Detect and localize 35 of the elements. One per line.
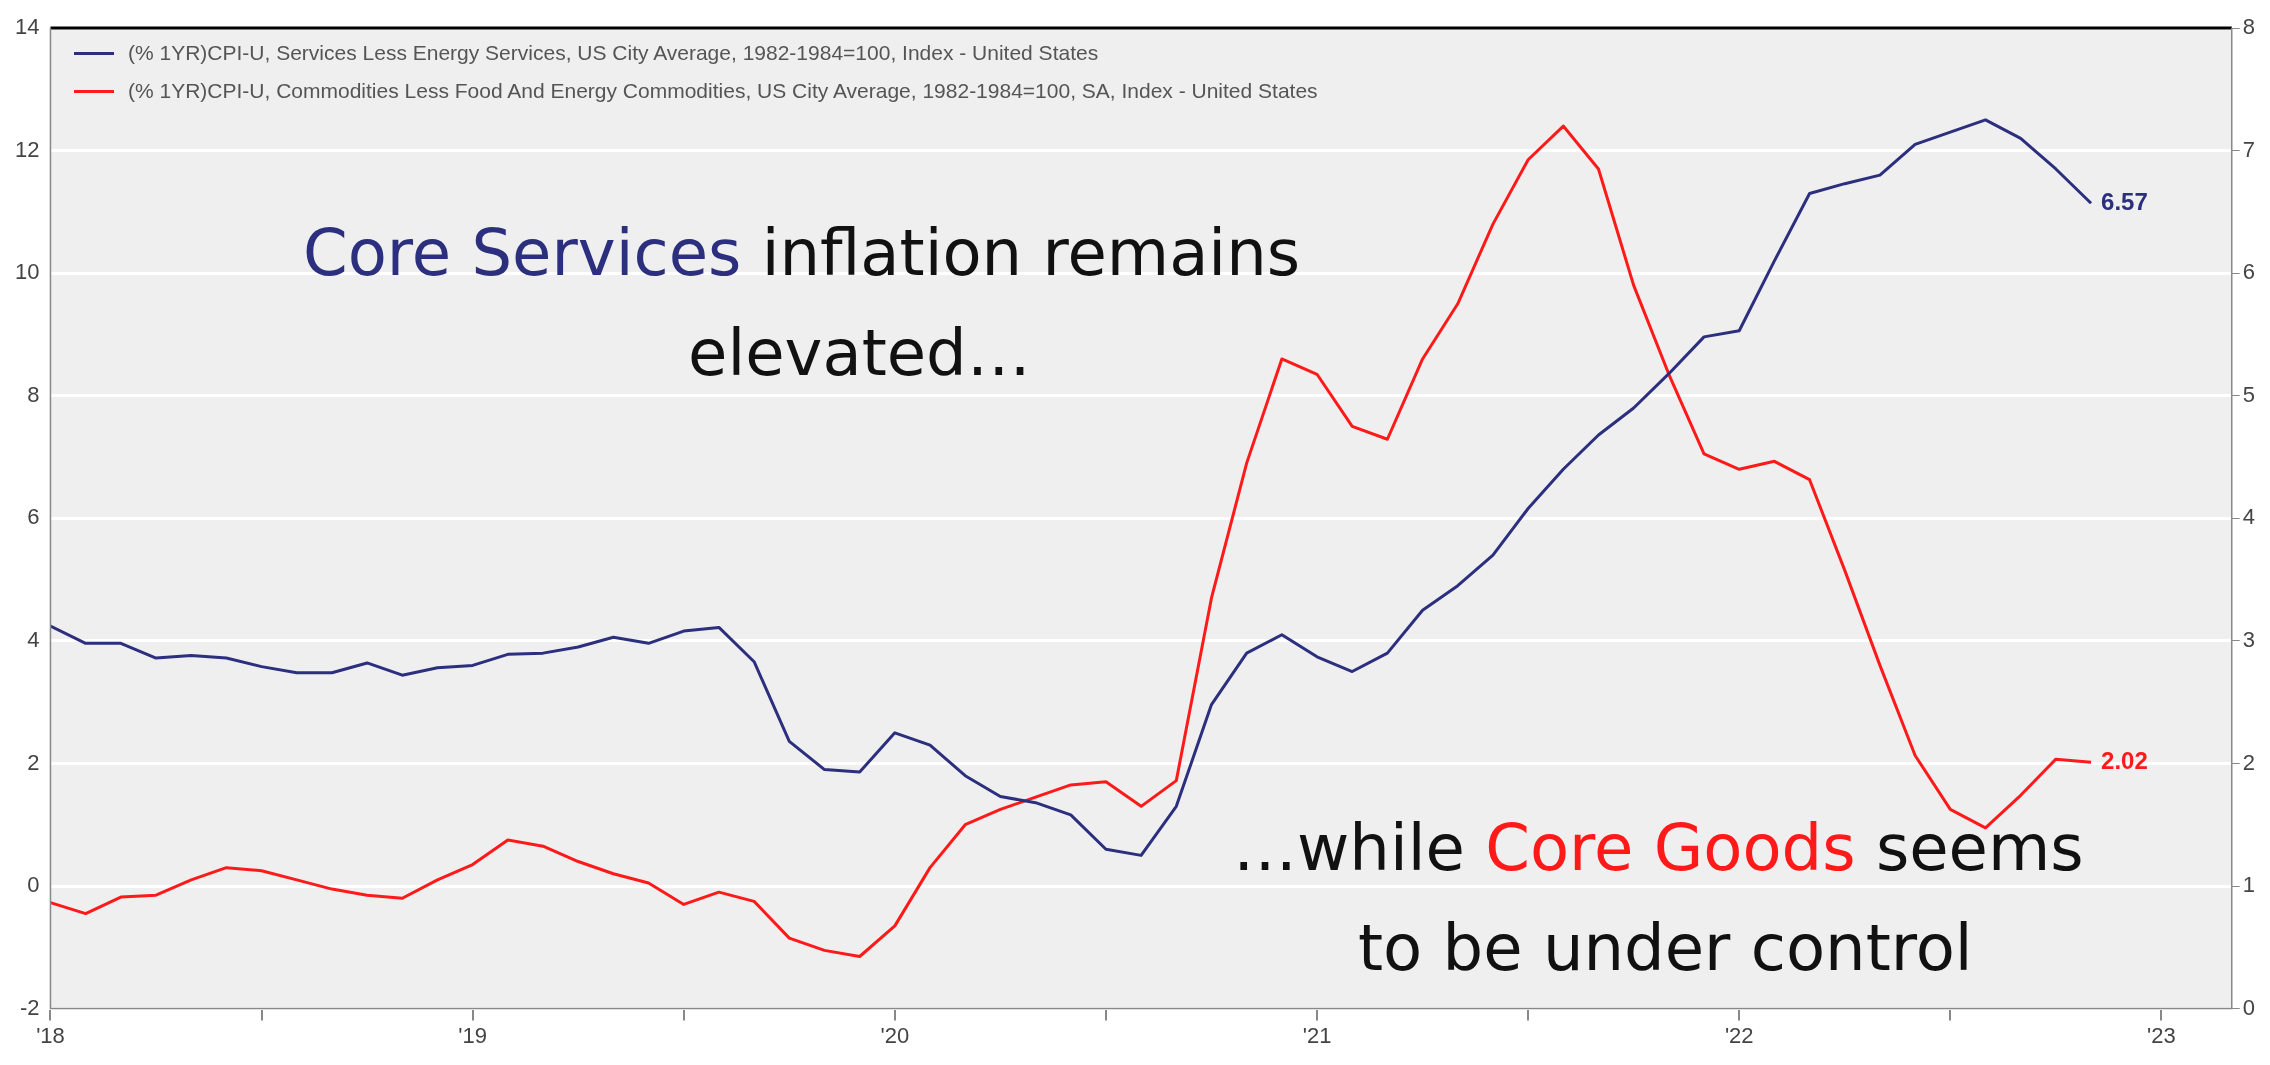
y-tick-label: 12	[14, 136, 40, 162]
y2-tick-label: 5	[2242, 381, 2256, 407]
legend-label: (% 1YR)CPI-U, Services Less Energy Services, US City Average, 1982-1984=100, Index - United States	[128, 40, 1099, 66]
x-tick-label: '21	[1302, 1022, 1332, 1048]
y2-tick-label: 8	[2242, 14, 2256, 40]
annotation: to be under control	[1358, 911, 1973, 985]
y-tick-label: 0	[27, 872, 40, 898]
annotation: seems	[1875, 811, 2084, 885]
legend-label: (% 1YR)CPI-U, Commodities Less Food And Energy Commodities, US City Average, 1982-1984=100, SA, Index - United States	[128, 78, 1318, 104]
y2-tick-label: 0	[2242, 994, 2256, 1020]
annotation: Core Services	[303, 216, 742, 290]
annotation: …while	[1233, 811, 1465, 885]
y-tick-label: 8	[27, 381, 40, 407]
data-label: 2.02	[2101, 746, 2148, 774]
y2-tick-label: 7	[2242, 136, 2256, 162]
x-tick-label: '19	[458, 1022, 487, 1048]
x-tick-label: '22	[1724, 1022, 1754, 1048]
x-tick-label: '18	[36, 1022, 65, 1048]
y-tick-label: 10	[14, 259, 40, 285]
y-tick-label: 2	[27, 749, 40, 775]
y2-tick-label: 4	[2242, 504, 2256, 530]
y-tick-label: 14	[14, 14, 40, 40]
data-label: 6.57	[2101, 187, 2148, 215]
x-tick-label: '20	[880, 1022, 910, 1048]
y2-tick-label: 2	[2242, 749, 2256, 775]
annotation: elevated…	[688, 316, 1031, 390]
y2-tick-label: 3	[2242, 626, 2256, 652]
x-tick-label: '23	[2147, 1022, 2176, 1048]
y2-tick-label: 6	[2242, 259, 2256, 285]
y-tick-label: 6	[27, 504, 40, 530]
annotation: inflation remains	[761, 216, 1301, 290]
annotation: Core Goods	[1485, 811, 1856, 885]
y-tick-label: 4	[27, 626, 40, 652]
y2-tick-label: 1	[2242, 872, 2256, 898]
y-tick-label: -2	[19, 994, 40, 1020]
